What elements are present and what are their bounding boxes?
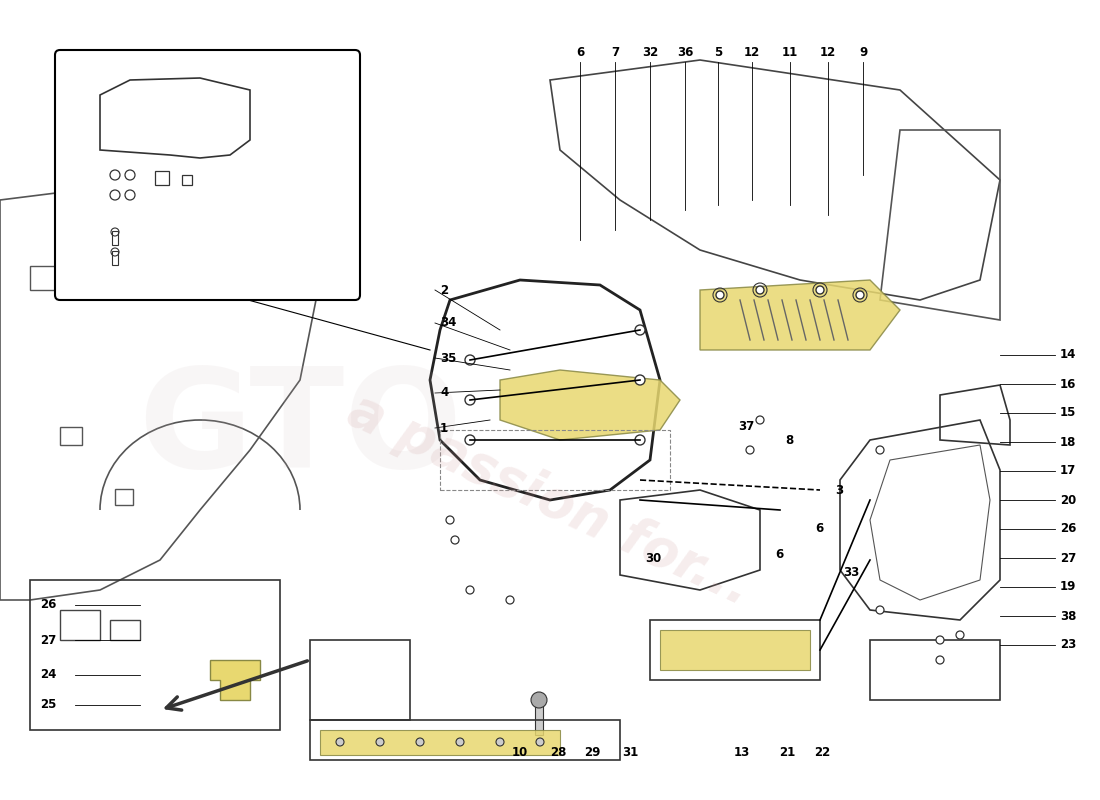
Bar (60, 610, 100, 640)
Text: 30: 30 (645, 551, 661, 565)
Circle shape (466, 586, 474, 594)
Bar (155, 171, 169, 185)
Circle shape (376, 738, 384, 746)
Text: 19: 19 (1060, 581, 1077, 594)
Circle shape (451, 536, 459, 544)
Bar (110, 620, 140, 640)
Text: 20: 20 (1060, 494, 1076, 506)
Text: 8: 8 (785, 434, 793, 446)
Text: 12: 12 (820, 46, 836, 58)
Text: 33: 33 (843, 566, 859, 579)
Text: 26: 26 (1060, 522, 1077, 535)
Bar (112, 231, 118, 245)
Circle shape (531, 692, 547, 708)
Circle shape (465, 435, 475, 445)
Text: 9: 9 (859, 46, 867, 58)
Text: 18: 18 (1060, 435, 1077, 449)
Text: 38: 38 (1060, 610, 1077, 622)
Text: 32: 32 (642, 46, 658, 58)
Text: 36: 36 (676, 46, 693, 58)
Text: 37: 37 (738, 421, 755, 434)
Text: 23: 23 (1060, 638, 1076, 651)
Circle shape (465, 355, 475, 365)
Text: 31: 31 (621, 746, 638, 758)
Circle shape (876, 606, 884, 614)
Circle shape (226, 291, 234, 299)
Circle shape (635, 375, 645, 385)
Text: 35: 35 (440, 351, 456, 365)
Circle shape (446, 516, 454, 524)
Polygon shape (320, 730, 560, 755)
Text: 2: 2 (440, 283, 448, 297)
Bar (535, 700, 543, 735)
Text: 39: 39 (78, 151, 95, 165)
Text: 3: 3 (835, 483, 843, 497)
Text: 13: 13 (734, 746, 750, 758)
Text: 17: 17 (1060, 465, 1076, 478)
Text: 21: 21 (779, 746, 795, 758)
Text: 15: 15 (1060, 406, 1077, 419)
Text: 27: 27 (40, 634, 56, 646)
Circle shape (635, 325, 645, 335)
Text: 6: 6 (576, 46, 584, 58)
Circle shape (936, 656, 944, 664)
Text: 4: 4 (440, 386, 449, 399)
Text: 24: 24 (40, 669, 56, 682)
Polygon shape (660, 630, 810, 670)
Text: 7: 7 (610, 46, 619, 58)
Text: a passion for...: a passion for... (341, 384, 759, 616)
Circle shape (635, 435, 645, 445)
Circle shape (456, 738, 464, 746)
Circle shape (876, 446, 884, 454)
Polygon shape (210, 660, 260, 700)
Circle shape (936, 636, 944, 644)
Bar (440, 430, 670, 490)
Text: 22: 22 (814, 746, 830, 758)
Circle shape (756, 286, 764, 294)
Bar (112, 251, 118, 265)
Polygon shape (700, 280, 900, 350)
Circle shape (856, 291, 864, 299)
Circle shape (956, 631, 964, 639)
Bar (116, 489, 133, 505)
Bar (182, 175, 192, 185)
Circle shape (816, 286, 824, 294)
Text: 29: 29 (584, 746, 601, 758)
Text: 27: 27 (1060, 551, 1076, 565)
Text: 25: 25 (40, 698, 56, 711)
Text: GTO: GTO (138, 362, 462, 498)
Circle shape (536, 738, 544, 746)
Circle shape (496, 738, 504, 746)
Text: 16: 16 (1060, 378, 1077, 390)
Text: 10: 10 (512, 746, 528, 758)
Text: 12: 12 (744, 46, 760, 58)
Polygon shape (500, 370, 680, 440)
Text: 1: 1 (440, 422, 448, 434)
Circle shape (336, 738, 344, 746)
Text: 34: 34 (440, 317, 456, 330)
Circle shape (756, 416, 764, 424)
Bar (60, 427, 82, 445)
Circle shape (716, 291, 724, 299)
Circle shape (465, 395, 475, 405)
Text: 6: 6 (815, 522, 823, 534)
Text: 11: 11 (782, 46, 799, 58)
Circle shape (506, 596, 514, 604)
FancyBboxPatch shape (55, 50, 360, 300)
Text: 5: 5 (714, 46, 722, 58)
Text: 14: 14 (1060, 349, 1077, 362)
Bar (30, 266, 58, 290)
Text: 28: 28 (550, 746, 566, 758)
Circle shape (746, 446, 754, 454)
Text: 6: 6 (776, 549, 783, 562)
Text: 26: 26 (40, 598, 56, 611)
Circle shape (416, 738, 424, 746)
